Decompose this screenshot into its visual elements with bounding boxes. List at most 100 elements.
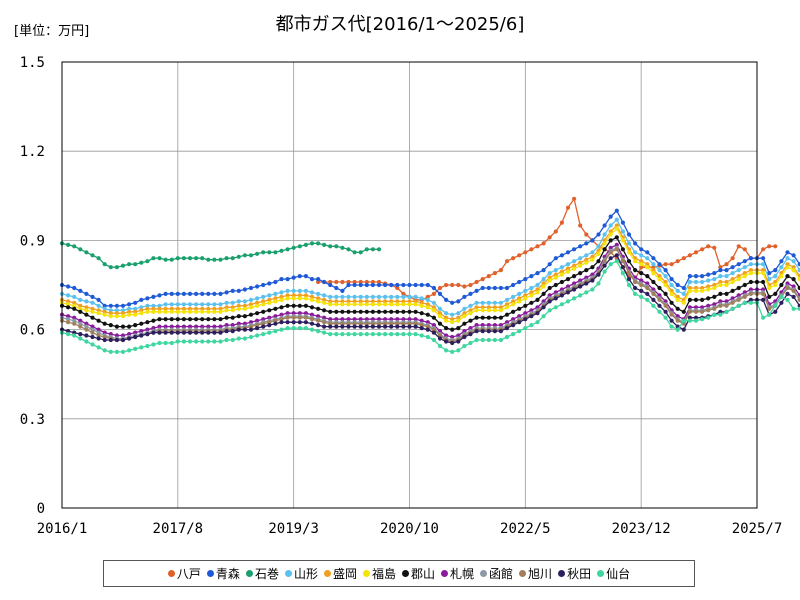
data-point [486,285,491,291]
data-point [785,291,790,296]
data-point [559,265,565,270]
data-point [194,324,199,329]
data-point [114,265,119,270]
data-point [84,250,89,255]
data-point [212,317,217,322]
data-point [474,300,479,305]
data-point [309,290,315,295]
data-point [352,282,357,288]
data-point [133,323,138,328]
y-tick-label: 0.3 [20,412,45,428]
data-point [108,311,113,316]
data-point [169,330,174,335]
data-point [437,306,443,311]
data-point [328,244,333,249]
data-point [504,305,510,310]
data-point [322,308,327,313]
data-point [273,321,278,326]
legend-marker [519,570,527,577]
data-point [84,291,89,296]
data-point [779,274,784,279]
data-point [468,291,473,296]
data-point [139,305,144,310]
data-point [127,324,132,329]
data-point [785,265,790,270]
data-point [96,311,101,316]
data-point [517,320,522,325]
data-point [584,290,589,295]
data-point [376,247,382,252]
data-point [206,317,211,322]
data-point [267,330,272,335]
data-point [572,287,577,292]
data-point [645,297,650,302]
data-point [651,297,656,302]
data-point [663,274,668,279]
x-tick-label: 2016/1 [37,521,88,537]
data-point [761,268,766,273]
data-point [474,308,479,313]
data-point [517,279,522,285]
data-point [383,324,388,329]
data-point [273,291,278,296]
data-point [450,327,455,332]
data-point [450,340,455,346]
data-point [431,327,436,332]
data-point [425,327,430,332]
data-point [736,297,741,302]
data-point [675,327,680,332]
data-point [742,259,747,264]
data-point [358,294,363,299]
data-point [352,321,357,326]
data-point [437,311,443,316]
data-point [620,271,626,276]
data-point [66,284,71,289]
data-point [322,300,327,305]
data-point [96,333,101,338]
data-point [584,275,589,280]
data-point [413,321,418,326]
data-point [145,309,150,314]
data-point [370,294,375,299]
data-point [309,305,315,310]
data-point [224,290,229,295]
legend-label: 旭川 [528,567,553,581]
data-point [645,291,650,296]
data-point [651,271,656,276]
data-point [358,299,363,304]
unit-label: [単位：万円] [14,24,90,39]
data-point [468,340,473,346]
data-point [352,332,357,337]
data-point [626,241,632,246]
data-point [181,256,186,261]
data-point [541,281,546,286]
data-point [230,305,235,310]
data-point [596,281,601,286]
data-point [370,299,375,304]
data-point [267,323,272,328]
data-point [687,288,693,293]
data-point [742,290,747,295]
data-point [602,232,607,237]
data-point [675,259,680,264]
data-point [376,332,382,337]
data-point [66,320,71,325]
data-point [602,223,607,228]
data-point [681,300,686,305]
data-point [376,282,382,288]
data-point [535,297,540,302]
data-point [541,277,546,282]
data-point [578,223,583,228]
data-point [181,302,186,307]
data-point [474,288,479,293]
data-point [328,321,333,326]
data-point [322,242,327,247]
data-point [706,244,711,249]
data-point [626,277,632,282]
data-point [572,266,577,271]
data-point [718,303,723,308]
data-point [730,288,735,293]
data-point [242,314,247,319]
data-point [316,306,321,311]
data-point [90,294,95,299]
